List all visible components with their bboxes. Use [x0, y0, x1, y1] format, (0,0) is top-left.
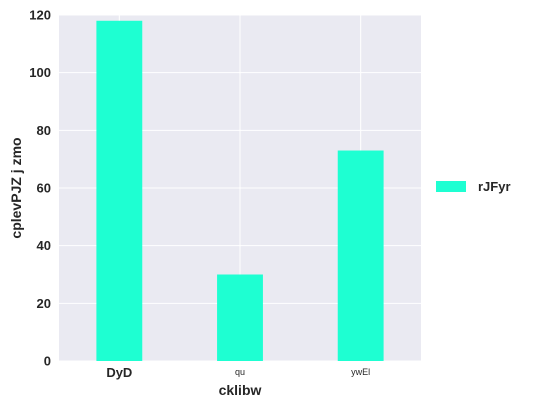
y-tick-label: 60	[37, 181, 51, 196]
y-tick-label: 100	[29, 65, 51, 80]
legend-swatch	[436, 181, 466, 192]
bar-qu	[217, 274, 263, 361]
legend: rJFyr	[436, 179, 511, 194]
x-tick-labels: DyD qu ywEl	[106, 365, 370, 380]
y-tick-label: 40	[37, 238, 51, 253]
bars	[96, 20, 384, 362]
y-tick-label: 120	[29, 8, 51, 23]
y-tick-label: 0	[44, 354, 51, 369]
x-axis-label: cklibw	[219, 382, 262, 398]
y-tick-labels: 0 20 40 60 80 100 120	[29, 8, 51, 369]
legend-label: rJFyr	[478, 179, 511, 194]
y-axis-label: cplevPJZ j zmo	[8, 137, 24, 238]
x-tick-label: DyD	[106, 365, 132, 380]
y-tick-label: 80	[37, 123, 51, 138]
x-tick-label: qu	[235, 367, 245, 377]
bar-DyD	[96, 20, 143, 362]
y-tick-label: 20	[37, 296, 51, 311]
x-tick-label: ywEl	[351, 367, 370, 377]
bar-ywEl	[337, 150, 384, 361]
